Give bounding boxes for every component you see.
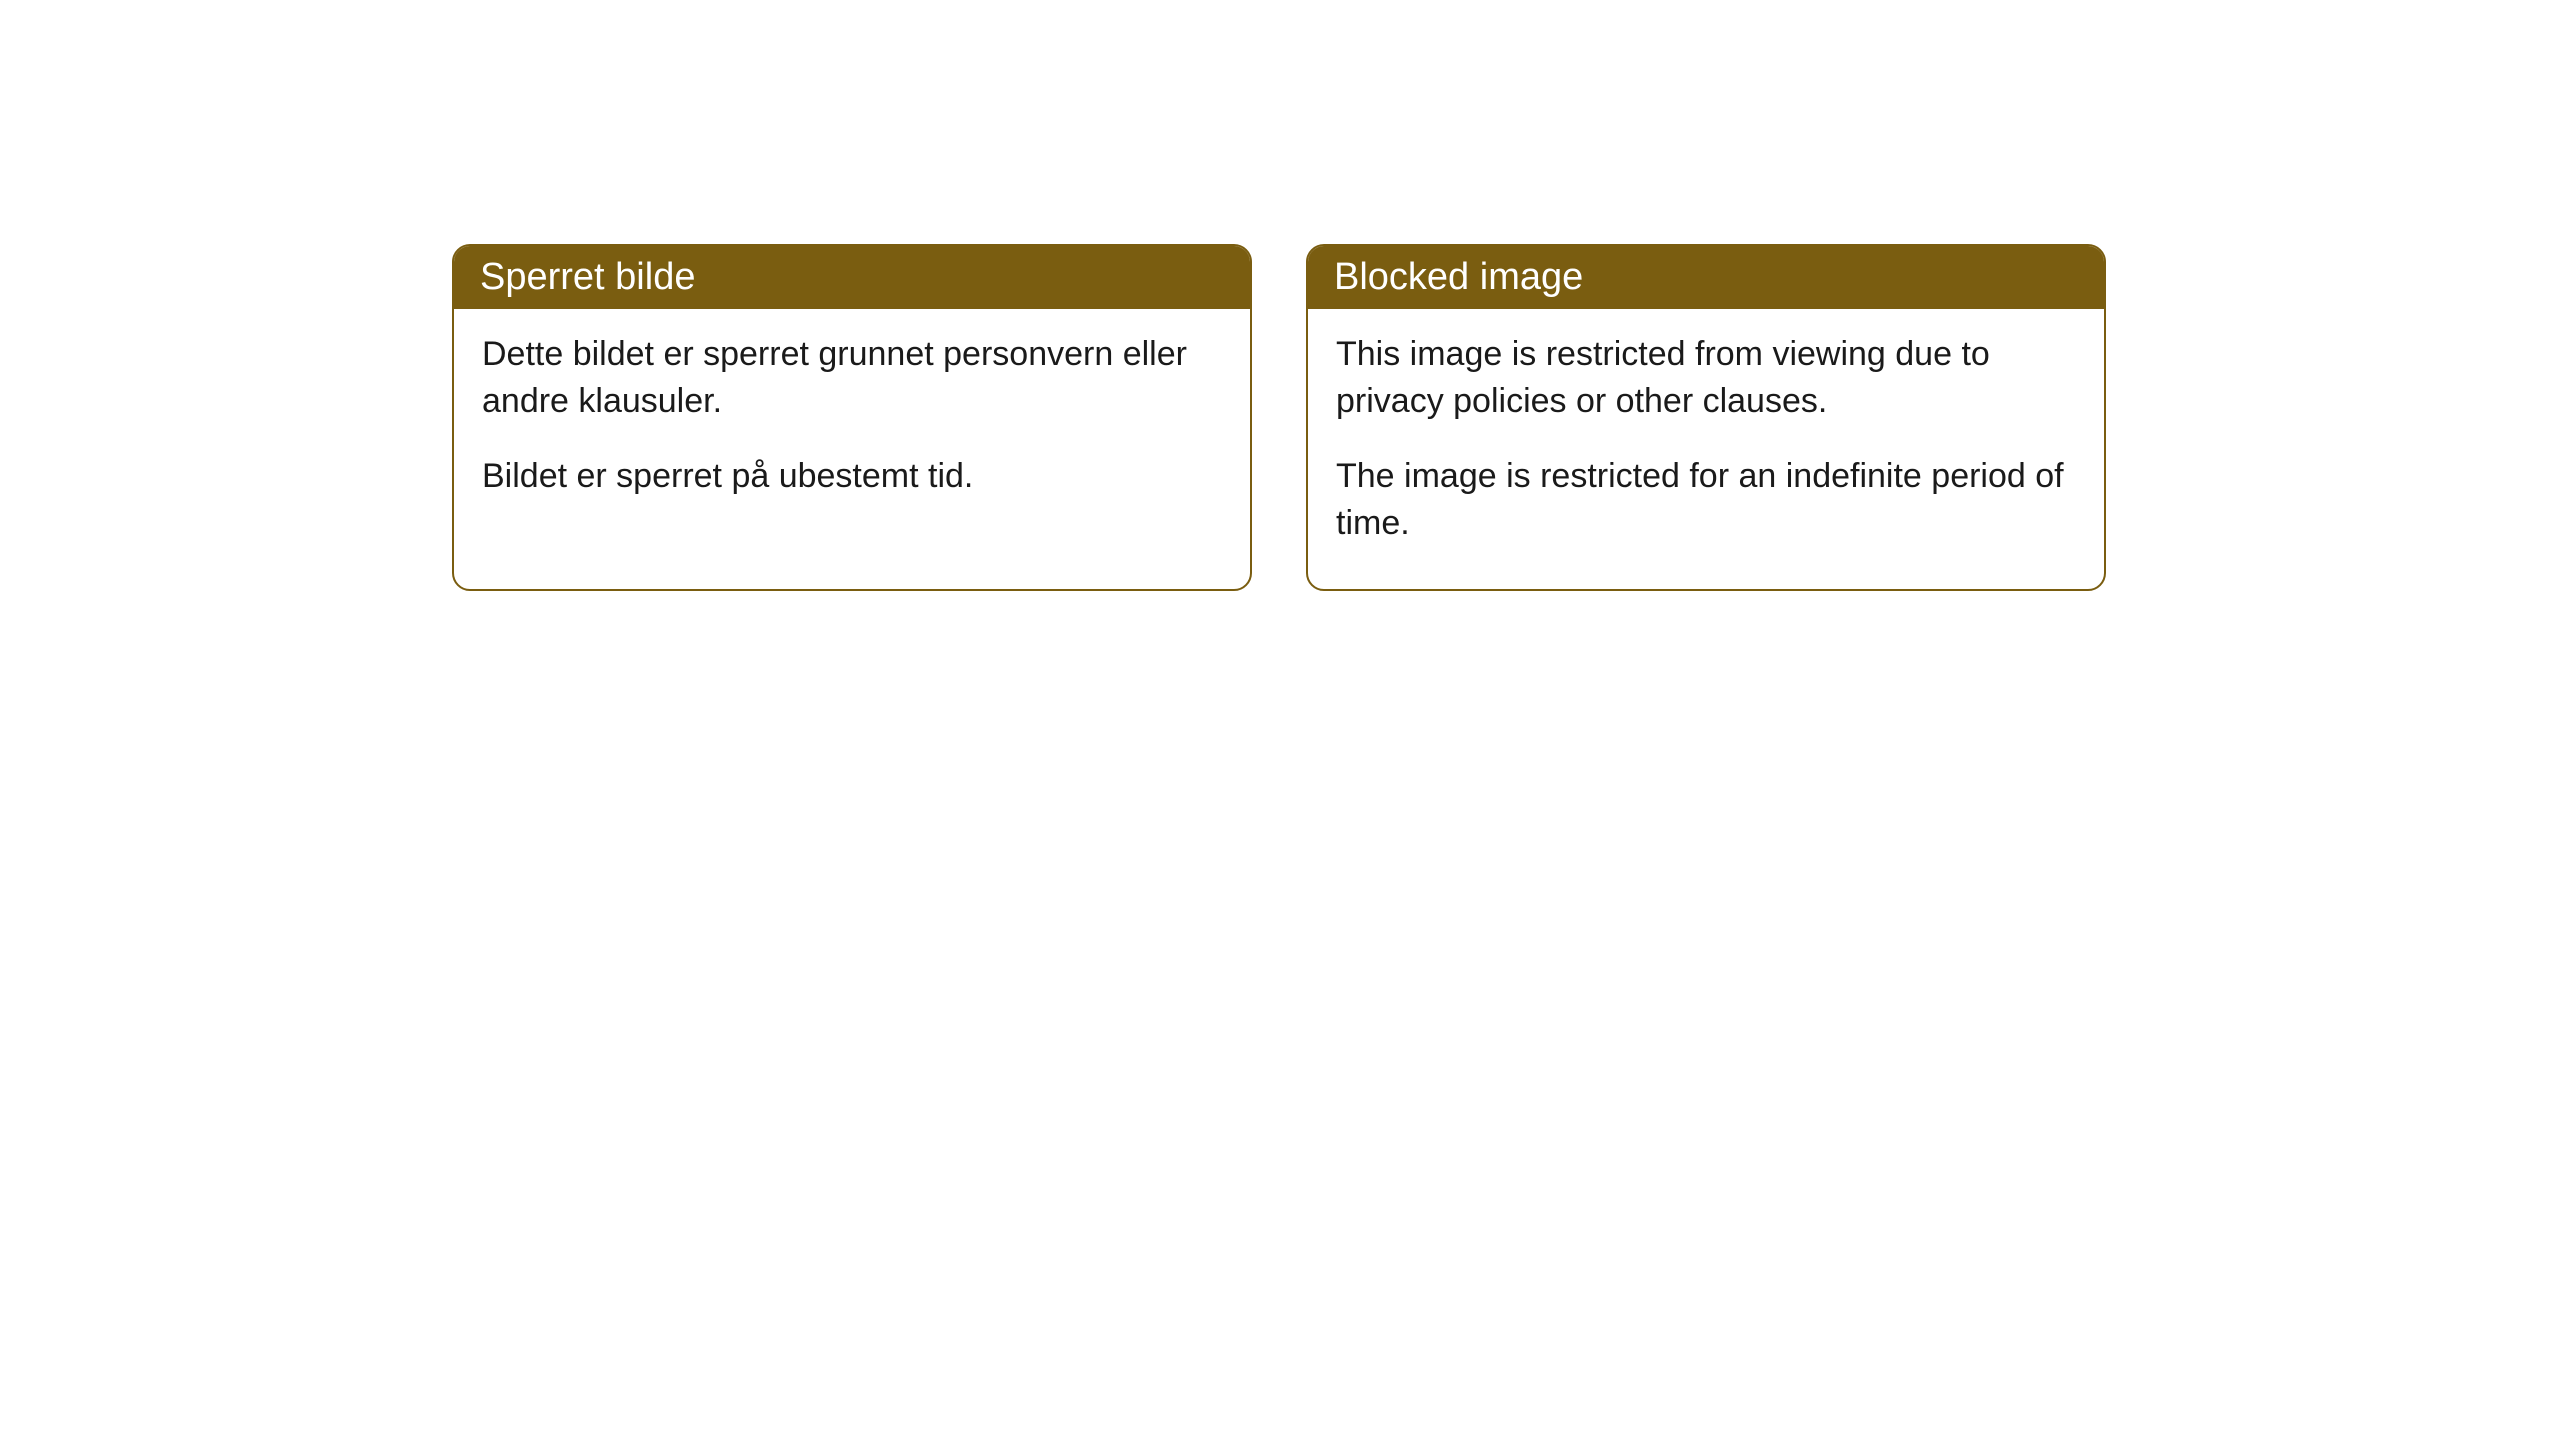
card-body-no: Dette bildet er sperret grunnet personve… [454, 309, 1250, 542]
cards-container: Sperret bilde Dette bildet er sperret gr… [452, 244, 2106, 591]
card-paragraph-1-en: This image is restricted from viewing du… [1336, 331, 2076, 425]
card-paragraph-1-no: Dette bildet er sperret grunnet personve… [482, 331, 1222, 425]
card-title-no: Sperret bilde [480, 256, 695, 298]
card-header-no: Sperret bilde [454, 246, 1250, 309]
blocked-image-card-no: Sperret bilde Dette bildet er sperret gr… [452, 244, 1252, 591]
card-header-en: Blocked image [1308, 246, 2104, 309]
card-body-en: This image is restricted from viewing du… [1308, 309, 2104, 589]
card-paragraph-2-en: The image is restricted for an indefinit… [1336, 453, 2076, 547]
card-title-en: Blocked image [1334, 256, 1583, 298]
blocked-image-card-en: Blocked image This image is restricted f… [1306, 244, 2106, 591]
card-paragraph-2-no: Bildet er sperret på ubestemt tid. [482, 453, 1222, 500]
